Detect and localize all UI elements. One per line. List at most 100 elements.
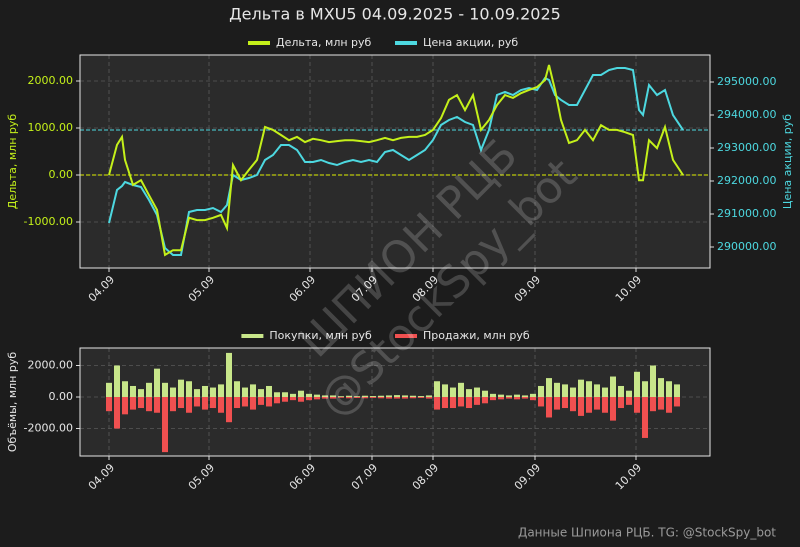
- bar: [530, 396, 536, 401]
- bar: [450, 387, 456, 397]
- bar: [162, 396, 168, 453]
- bar: [322, 396, 328, 399]
- bar: [162, 382, 168, 397]
- bar: [330, 395, 336, 397]
- bar: [210, 396, 216, 409]
- bar: [554, 396, 560, 410]
- legend-label: Дельта, млн руб: [276, 36, 372, 49]
- footer: Данные Шпиона РЦБ. TG: @StockSpy_bot: [518, 526, 776, 540]
- bar: [218, 384, 224, 397]
- bar: [618, 385, 624, 397]
- bar: [154, 396, 160, 413]
- bar: [354, 396, 360, 397]
- bar: [138, 389, 144, 397]
- y2-tick-label: 292000.00: [717, 174, 777, 187]
- bar: [650, 396, 656, 412]
- legend-label: Продажи, млн руб: [423, 329, 530, 342]
- bar: [658, 396, 664, 410]
- bar: [626, 390, 632, 397]
- bar: [434, 381, 440, 397]
- bar: [114, 396, 120, 429]
- bar: [146, 382, 152, 397]
- bar: [474, 396, 480, 405]
- bar: [498, 396, 504, 400]
- bar: [218, 396, 224, 413]
- bar: [114, 365, 120, 397]
- bar: [346, 396, 352, 399]
- y-tick-label: 1000.00: [28, 121, 74, 134]
- bar: [594, 384, 600, 397]
- bar: [562, 384, 568, 397]
- bar: [314, 396, 320, 400]
- bar: [178, 396, 184, 409]
- bar: [458, 396, 464, 407]
- bar: [378, 396, 384, 399]
- bar: [194, 389, 200, 397]
- y-tick-label: 2000.00: [28, 74, 74, 87]
- bar: [514, 396, 520, 400]
- bar: [602, 396, 608, 413]
- bar: [594, 396, 600, 410]
- y2-tick-label: 295000.00: [717, 75, 777, 88]
- y-tick-label: 2000.00: [28, 358, 74, 371]
- y-tick-label: -2000.00: [24, 421, 73, 434]
- bar: [546, 378, 552, 397]
- bar: [466, 396, 472, 409]
- y2-axis-label: Цена акции, руб: [781, 114, 794, 209]
- bar: [266, 385, 272, 397]
- bar: [570, 387, 576, 397]
- bar: [402, 395, 408, 397]
- bar: [642, 381, 648, 397]
- bar: [378, 395, 384, 397]
- bar: [418, 396, 424, 397]
- bar: [274, 396, 280, 404]
- bar: [282, 396, 288, 402]
- bar: [538, 396, 544, 407]
- bar: [610, 376, 616, 397]
- bar: [674, 396, 680, 407]
- bar: [602, 387, 608, 397]
- bar: [506, 395, 512, 397]
- bar: [394, 396, 400, 399]
- y2-tick-label: 291000.00: [717, 207, 777, 220]
- bar: [442, 396, 448, 409]
- bar: [426, 395, 432, 397]
- bar: [346, 395, 352, 397]
- bar: [490, 393, 496, 397]
- bar: [530, 393, 536, 397]
- legend-label: Цена акции, руб: [423, 36, 518, 49]
- bar: [506, 396, 512, 399]
- bar: [370, 396, 376, 397]
- bar: [674, 384, 680, 397]
- bar: [290, 393, 296, 397]
- bar: [514, 394, 520, 397]
- bar: [586, 396, 592, 413]
- bar: [122, 396, 128, 415]
- bar: [442, 384, 448, 397]
- bar: [234, 396, 240, 409]
- bar: [522, 395, 528, 397]
- bar: [202, 385, 208, 397]
- bar: [402, 396, 408, 399]
- panels: 04.09 05.09 06.09 07.09 08.09 09.09 10.09-1000…: [6, 36, 794, 493]
- bar: [490, 396, 496, 401]
- bar: [338, 396, 344, 398]
- bar: [570, 396, 576, 412]
- bar: [410, 396, 416, 399]
- bar: [666, 396, 672, 413]
- bar: [106, 396, 112, 412]
- bar: [298, 390, 304, 397]
- bar: [482, 390, 488, 397]
- bar: [634, 396, 640, 413]
- data-line: [108, 64, 684, 257]
- bar: [186, 396, 192, 413]
- y-tick-label: 0.00: [49, 168, 74, 181]
- bar: [146, 396, 152, 412]
- bar: [202, 396, 208, 410]
- bar: [522, 396, 528, 399]
- bar: [130, 385, 136, 397]
- bar: [370, 396, 376, 398]
- bar: [482, 396, 488, 404]
- bar: [562, 396, 568, 409]
- bar: [386, 396, 392, 399]
